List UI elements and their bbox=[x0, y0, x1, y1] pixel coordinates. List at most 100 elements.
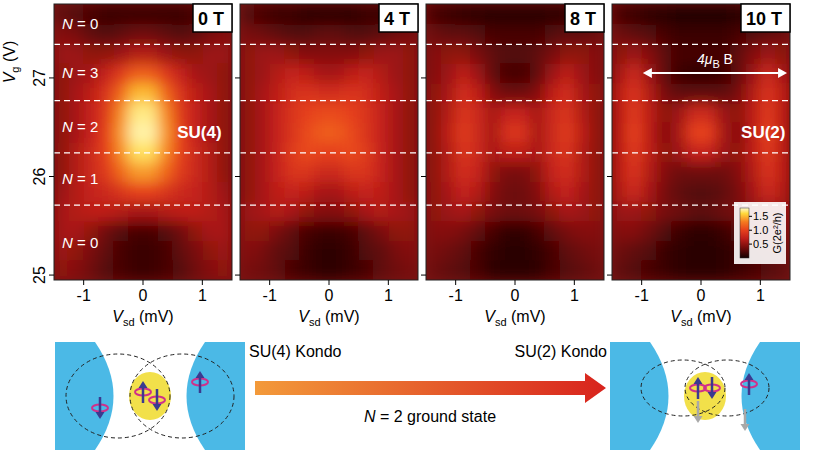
heatmap-cell bbox=[299, 221, 314, 241]
heatmap-cell bbox=[545, 260, 560, 280]
heatmap-cell bbox=[485, 122, 500, 142]
heatmap-cell bbox=[456, 142, 471, 162]
heatmap-cell bbox=[545, 221, 560, 241]
heatmap-cell bbox=[441, 241, 456, 261]
heatmap-cell bbox=[657, 43, 672, 63]
heatmap-cell bbox=[657, 142, 672, 162]
heatmap-cell bbox=[627, 63, 642, 83]
heatmap-cell bbox=[485, 221, 500, 241]
spin-shaft bbox=[156, 389, 159, 406]
panel: -101Vsd (mV)10 TSU(2)4μB B0.51.01.5G(2e²… bbox=[607, 4, 791, 328]
heatmap-cell bbox=[128, 201, 143, 221]
quantum-dot bbox=[684, 372, 726, 420]
heatmap-cell bbox=[314, 221, 329, 241]
heatmap-cell bbox=[746, 162, 761, 182]
heatmap-cell bbox=[240, 122, 255, 142]
heatmap-cell bbox=[128, 4, 143, 24]
heatmap-cell bbox=[143, 4, 158, 24]
heatmap-cell bbox=[716, 103, 731, 123]
heatmap-cell bbox=[299, 201, 314, 221]
heatmap-cell bbox=[202, 63, 217, 83]
kondo-cloud bbox=[130, 354, 234, 438]
su2-cartoon bbox=[610, 342, 800, 450]
heatmap-cell bbox=[589, 221, 604, 241]
heatmap-cell bbox=[441, 103, 456, 123]
heatmap-cell bbox=[426, 181, 441, 201]
heatmap-cell bbox=[84, 260, 99, 280]
heatmap-cell bbox=[299, 103, 314, 123]
plot-area bbox=[426, 4, 604, 280]
heatmap-cell bbox=[314, 43, 329, 63]
heatmap-cell bbox=[716, 142, 731, 162]
heatmap-cell bbox=[701, 241, 716, 261]
heatmap-cell bbox=[255, 201, 270, 221]
heatmap-cell bbox=[701, 4, 716, 24]
heatmap-cell bbox=[173, 142, 188, 162]
charge-boundary bbox=[426, 100, 604, 101]
panel-title: 8 T bbox=[570, 9, 596, 29]
heatmap-cell bbox=[143, 181, 158, 201]
heatmap-cell bbox=[344, 241, 359, 261]
heatmap-cell bbox=[314, 122, 329, 142]
colorbar-tick bbox=[749, 244, 752, 245]
region-label: N = 2 bbox=[62, 118, 98, 135]
heatmap-cell bbox=[158, 103, 173, 123]
heatmap-cell bbox=[471, 63, 486, 83]
heatmap-cell bbox=[158, 260, 173, 280]
charge-boundary bbox=[240, 100, 418, 101]
heatmap-cell bbox=[329, 24, 344, 44]
heatmap-cell bbox=[760, 181, 775, 201]
y-tick bbox=[235, 77, 240, 78]
heatmap-cell bbox=[530, 43, 545, 63]
heatmap-cell bbox=[500, 43, 515, 63]
heatmap-cell bbox=[240, 162, 255, 182]
heatmap-cell bbox=[456, 260, 471, 280]
heatmap-cell bbox=[671, 142, 686, 162]
heatmap-cell bbox=[202, 260, 217, 280]
heatmap-cell bbox=[143, 142, 158, 162]
heatmap-cell bbox=[314, 103, 329, 123]
zeeman-label-sub: B bbox=[712, 58, 719, 70]
heatmap-cell bbox=[642, 181, 657, 201]
heatmap-cell bbox=[285, 43, 300, 63]
heatmap-cell bbox=[471, 221, 486, 241]
heatmap-cell bbox=[388, 122, 403, 142]
region-label: N = 1 bbox=[62, 170, 98, 187]
cartoon-arrow-label-symbol: N bbox=[364, 408, 376, 425]
heatmap-cell bbox=[545, 4, 560, 24]
heatmap-cell bbox=[217, 181, 232, 201]
annotation: SU(4) bbox=[177, 123, 221, 142]
heatmap-cell bbox=[84, 201, 99, 221]
heatmap-cell bbox=[285, 221, 300, 241]
heatmap-cell bbox=[359, 103, 374, 123]
heatmap-cell bbox=[716, 4, 731, 24]
heatmap-cell bbox=[760, 162, 775, 182]
heatmap-cell bbox=[456, 24, 471, 44]
x-tick-label: 1 bbox=[384, 287, 393, 304]
heatmap-cell bbox=[403, 162, 418, 182]
heatmap-cell bbox=[270, 221, 285, 241]
zeeman-arrow bbox=[649, 72, 781, 74]
heatmap-cell bbox=[441, 162, 456, 182]
spin-shaft bbox=[142, 386, 145, 403]
heatmap-cell bbox=[456, 63, 471, 83]
x-tick bbox=[701, 280, 702, 285]
heatmap-cell bbox=[255, 241, 270, 261]
heatmap-cell bbox=[240, 260, 255, 280]
heatmap-cell bbox=[500, 4, 515, 24]
heatmap-cell bbox=[270, 162, 285, 182]
heatmap-cell bbox=[344, 260, 359, 280]
heatmap-cell bbox=[612, 103, 627, 123]
heatmap-cell bbox=[671, 221, 686, 241]
charge-boundary bbox=[240, 204, 418, 205]
heatmap-cell bbox=[627, 162, 642, 182]
heatmap-cell bbox=[627, 122, 642, 142]
heatmap-cell bbox=[99, 162, 114, 182]
heatmap-cell bbox=[515, 201, 530, 221]
heatmap-cell bbox=[426, 103, 441, 123]
heatmap-cell bbox=[574, 221, 589, 241]
x-tick bbox=[143, 280, 144, 285]
heatmap-cell bbox=[143, 103, 158, 123]
heatmap-cell bbox=[589, 43, 604, 63]
heatmap-cell bbox=[344, 162, 359, 182]
